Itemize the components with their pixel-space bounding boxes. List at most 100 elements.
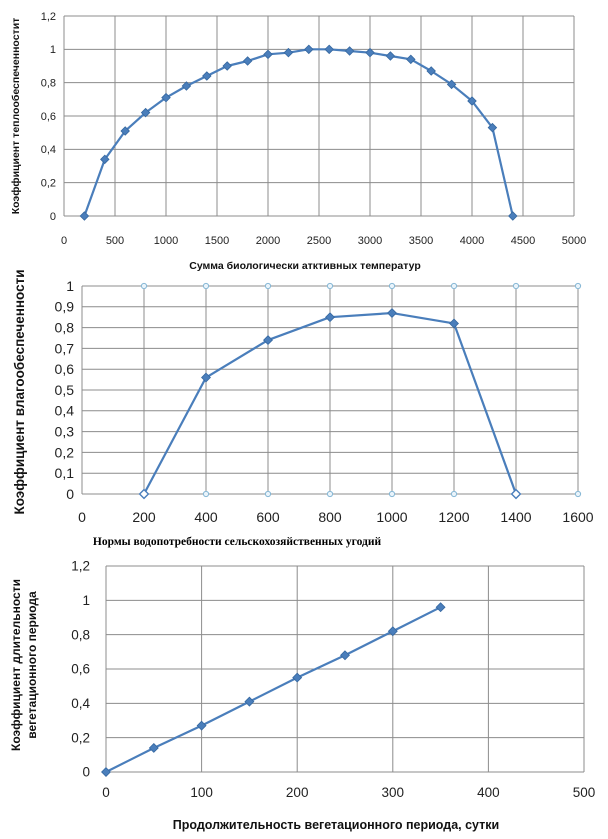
chart-3: 0 0,2 0,4 0,6 0,8 1 1,2 0 100 200 300 400 500 Продолж… [9, 559, 595, 832]
chart-2-ytick-label: 0,6 [55, 361, 75, 377]
chart-3-point-1 [148, 743, 159, 753]
chart-2-xtick-label: 1200 [438, 509, 469, 525]
chart-3-point-2 [196, 720, 207, 731]
chart-2-grid-dot-4-0 [326, 490, 334, 498]
chart-1-point-11 [304, 44, 314, 55]
chart-1-xtick-label: 3500 [409, 235, 433, 247]
chart-3-point-3 [244, 696, 255, 707]
chart-2-xtick-label: 1000 [376, 509, 407, 525]
chart-3-ytick-label: 0,8 [71, 627, 90, 642]
chart-2-point-2 [263, 335, 273, 346]
chart-1-point-9 [263, 49, 273, 60]
chart-1-xtick-label: 4500 [511, 235, 535, 247]
chart-3-xtick-label: 100 [190, 785, 213, 800]
chart-1-point-18 [446, 79, 457, 90]
chart-2-grid-dot-7-1 [512, 282, 520, 290]
chart-1-point-12 [324, 44, 334, 55]
chart-1-point-21 [508, 211, 518, 221]
chart-2-point-5 [449, 318, 459, 329]
chart-3-point-5 [340, 650, 350, 661]
chart-2-xtick-label: 600 [256, 509, 280, 525]
chart-2-y-axis-label: Коэффициент влагообеспеченности [12, 269, 27, 514]
chart-3-xtick-label: 0 [102, 785, 110, 800]
chart-3-ytick-label: 1 [82, 593, 90, 608]
chart-1: 0 0,2 0,4 0,6 0,8 1 1,2 0 500 1000 1500 2000 2500 300… [10, 11, 586, 272]
chart-1-ytick-label: 0 [50, 211, 56, 223]
chart-1-x-axis-label: Сумма биологически атктивных температур [189, 260, 421, 272]
chart-2-xtick-label: 0 [78, 509, 86, 525]
chart-1-point-13 [344, 46, 355, 56]
chart-2-point-4 [387, 308, 397, 319]
chart-1-point-8 [242, 56, 253, 66]
chart-1-y-axis-label: Коэффициент теплообеспеченностит [10, 18, 22, 215]
chart-2-ytick-label: 0 [66, 486, 74, 502]
chart-1-ytick-label: 1 [50, 44, 56, 56]
chart-1-point-17 [426, 66, 436, 76]
chart-1-ytick-label: 1,2 [41, 11, 56, 23]
chart-1-point-2 [120, 126, 130, 136]
chart-1-point-15 [385, 51, 396, 61]
chart-2-xtick-label: 200 [132, 509, 156, 525]
chart-1-xtick-label: 1500 [205, 235, 229, 247]
chart-3-ytick-label: 0,4 [71, 696, 90, 711]
chart-2-grid-dot-8-0 [574, 490, 582, 498]
chart-1-ytick-label: 0,4 [41, 144, 56, 156]
chart-3-ytick-label: 0,2 [71, 730, 90, 745]
chart-3-xtick-label: 300 [382, 785, 405, 800]
chart-2-grid-dot-2-0 [202, 490, 210, 498]
chart-2-grid-dot-6-0 [450, 490, 458, 498]
chart-3-xtick-label: 500 [573, 785, 596, 800]
chart-1-xtick-label: 0 [61, 235, 67, 247]
chart-2-grid-dot-5-0 [388, 490, 396, 498]
chart-1-point-16 [406, 54, 416, 65]
chart-2-ytick-label: 0,3 [55, 424, 75, 440]
chart-1-xtick-label: 4000 [460, 235, 484, 247]
chart-2-grid-dot-8-1 [574, 282, 582, 290]
chart-1-ytick-label: 0,2 [41, 178, 56, 190]
chart-3-xtick-label: 400 [477, 785, 500, 800]
chart-2-point-0 [138, 488, 150, 500]
chart-1-point-19 [467, 96, 477, 106]
chart-1-xtick-label: 5000 [562, 235, 586, 247]
chart-3-y-axis-label-line-1: Коэффициент длительности [9, 579, 23, 751]
chart-3-point-6 [387, 626, 398, 637]
chart-2-ytick-label: 0,1 [55, 465, 75, 481]
chart-2-point-3 [325, 312, 335, 323]
chart-3-xtick-label: 200 [286, 785, 309, 800]
chart-1-point-10 [283, 47, 294, 58]
chart-2-ytick-label: 1 [66, 278, 74, 294]
chart-2-grid-dot-6-1 [450, 282, 458, 290]
chart-3-series-line [105, 606, 442, 773]
chart-1-point-14 [365, 47, 375, 58]
chart-2-ytick-label: 0,9 [55, 299, 75, 315]
chart-1-series-line [83, 48, 514, 217]
chart-1-ytick-label: 0,6 [41, 111, 56, 123]
chart-1-ytick-label: 0,8 [41, 78, 56, 90]
chart-2-grid-dot-2-1 [202, 282, 210, 290]
chart-3-point-7 [435, 602, 446, 613]
chart-1-xtick-label: 2500 [307, 235, 331, 247]
chart-2-point-6 [510, 488, 522, 500]
chart-1-point-5 [181, 81, 192, 91]
chart-2: 0 0,1 0,2 0,3 0,4 0,5 0,6 0,7 0,8 0,9 1 0 200 400 600 8… [12, 269, 594, 548]
chart-1-point-6 [202, 71, 212, 81]
chart-3-point-0 [101, 767, 111, 777]
chart-1-point-3 [140, 107, 151, 118]
chart-3-ytick-label: 0,6 [71, 662, 90, 677]
chart-2-ytick-label: 0,2 [55, 444, 75, 460]
chart-1-point-1 [100, 154, 110, 165]
chart-1-xtick-label: 500 [106, 235, 124, 247]
chart-2-grid-dot-5-1 [388, 282, 396, 290]
chart-2-grid-dot-1-1 [140, 282, 148, 290]
chart-1-point-7 [222, 61, 232, 71]
chart-2-ytick-label: 0,5 [55, 382, 75, 398]
chart-1-xtick-label: 2000 [256, 235, 280, 247]
chart-2-ytick-label: 0,8 [55, 320, 75, 336]
chart-2-xtick-label: 1600 [562, 509, 593, 525]
chart-1-point-4 [161, 92, 171, 103]
chart-1-point-20 [487, 122, 498, 133]
chart-2-ytick-label: 0,4 [55, 403, 75, 419]
chart-2-grid-dot-3-1 [264, 282, 272, 290]
